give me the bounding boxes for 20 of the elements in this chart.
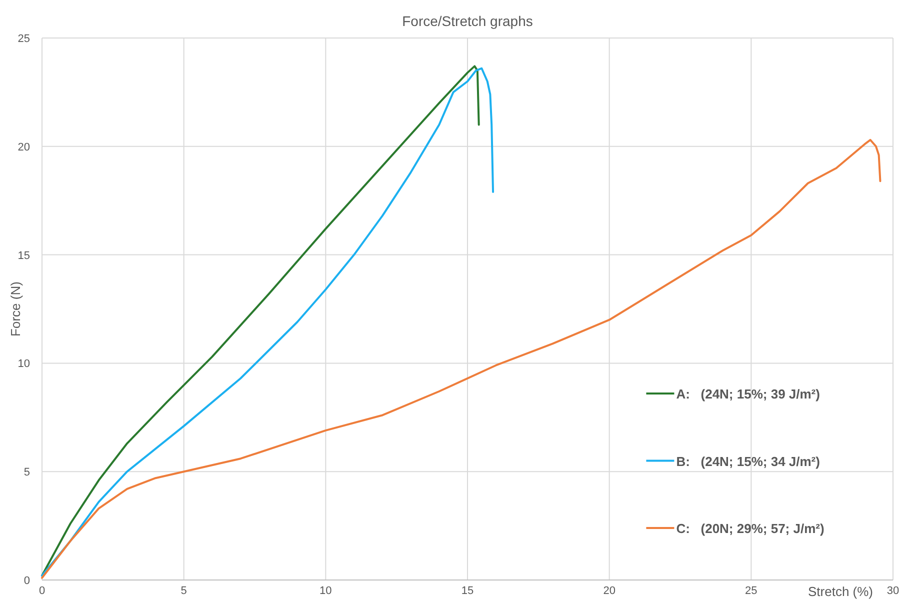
x-tick-label: 15 xyxy=(461,585,474,597)
x-tick-label: 20 xyxy=(603,585,616,597)
x-tick-label: 10 xyxy=(320,585,332,597)
y-axis-title: Force (N) xyxy=(8,282,23,336)
x-tick-label: 25 xyxy=(745,585,758,597)
x-tick-label: 5 xyxy=(180,585,187,597)
legend-label: B: (24N; 15%; 34 J/m²) xyxy=(676,454,820,469)
y-tick-label: 25 xyxy=(18,33,30,45)
line-series xyxy=(41,138,882,579)
chart-title: Force/Stretch graphs xyxy=(402,13,533,29)
y-tick-label: 20 xyxy=(18,141,30,154)
x-tick-label: 0 xyxy=(38,585,46,597)
y-tick-label: 5 xyxy=(24,466,30,479)
x-axis-title: Stretch (%) xyxy=(808,584,873,599)
y-tick-label: 10 xyxy=(18,358,30,370)
x-tick-label: 30 xyxy=(886,585,900,597)
legend-label: C: (20N; 29%; 57; J/m²) xyxy=(676,520,824,536)
y-tick-label: 15 xyxy=(18,250,30,262)
y-tick-label: 0 xyxy=(24,575,30,587)
legend-label: A: (24N; 15%; 39 J/m²) xyxy=(676,386,820,402)
